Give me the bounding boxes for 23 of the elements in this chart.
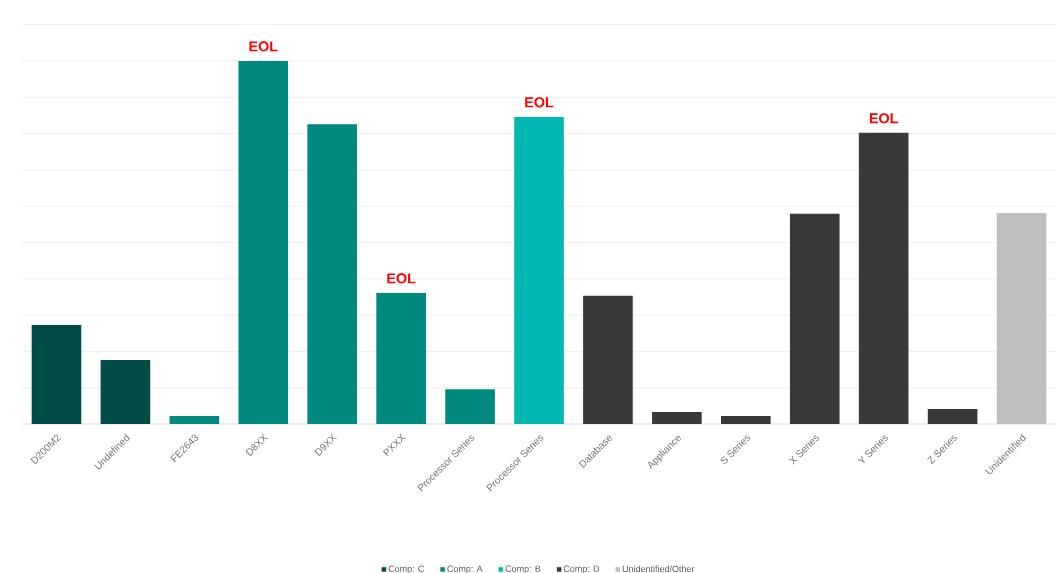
- legend-label: Comp: A: [447, 565, 483, 573]
- legend-label: Comp: B: [505, 565, 541, 573]
- annotation: EOL: [869, 113, 898, 124]
- legend-label: Unidentified/Other: [622, 565, 695, 573]
- legend-label: Comp: D: [563, 565, 600, 573]
- bar: [789, 213, 840, 424]
- bar: [583, 295, 633, 424]
- bar: [858, 132, 909, 424]
- legend-label: Comp: C: [388, 565, 425, 573]
- bar: [238, 60, 289, 424]
- bar: [514, 116, 564, 424]
- annotation: EOL: [387, 273, 416, 284]
- bar: [307, 124, 358, 424]
- bar: [927, 409, 978, 424]
- bar: [652, 412, 702, 424]
- bar: [720, 416, 771, 424]
- annotation: EOL: [525, 97, 554, 108]
- bar: [445, 389, 495, 424]
- bar: [31, 324, 82, 424]
- annotation: EOL: [249, 41, 278, 52]
- bar: [376, 292, 426, 424]
- bar: [169, 416, 220, 424]
- bar: [100, 360, 151, 424]
